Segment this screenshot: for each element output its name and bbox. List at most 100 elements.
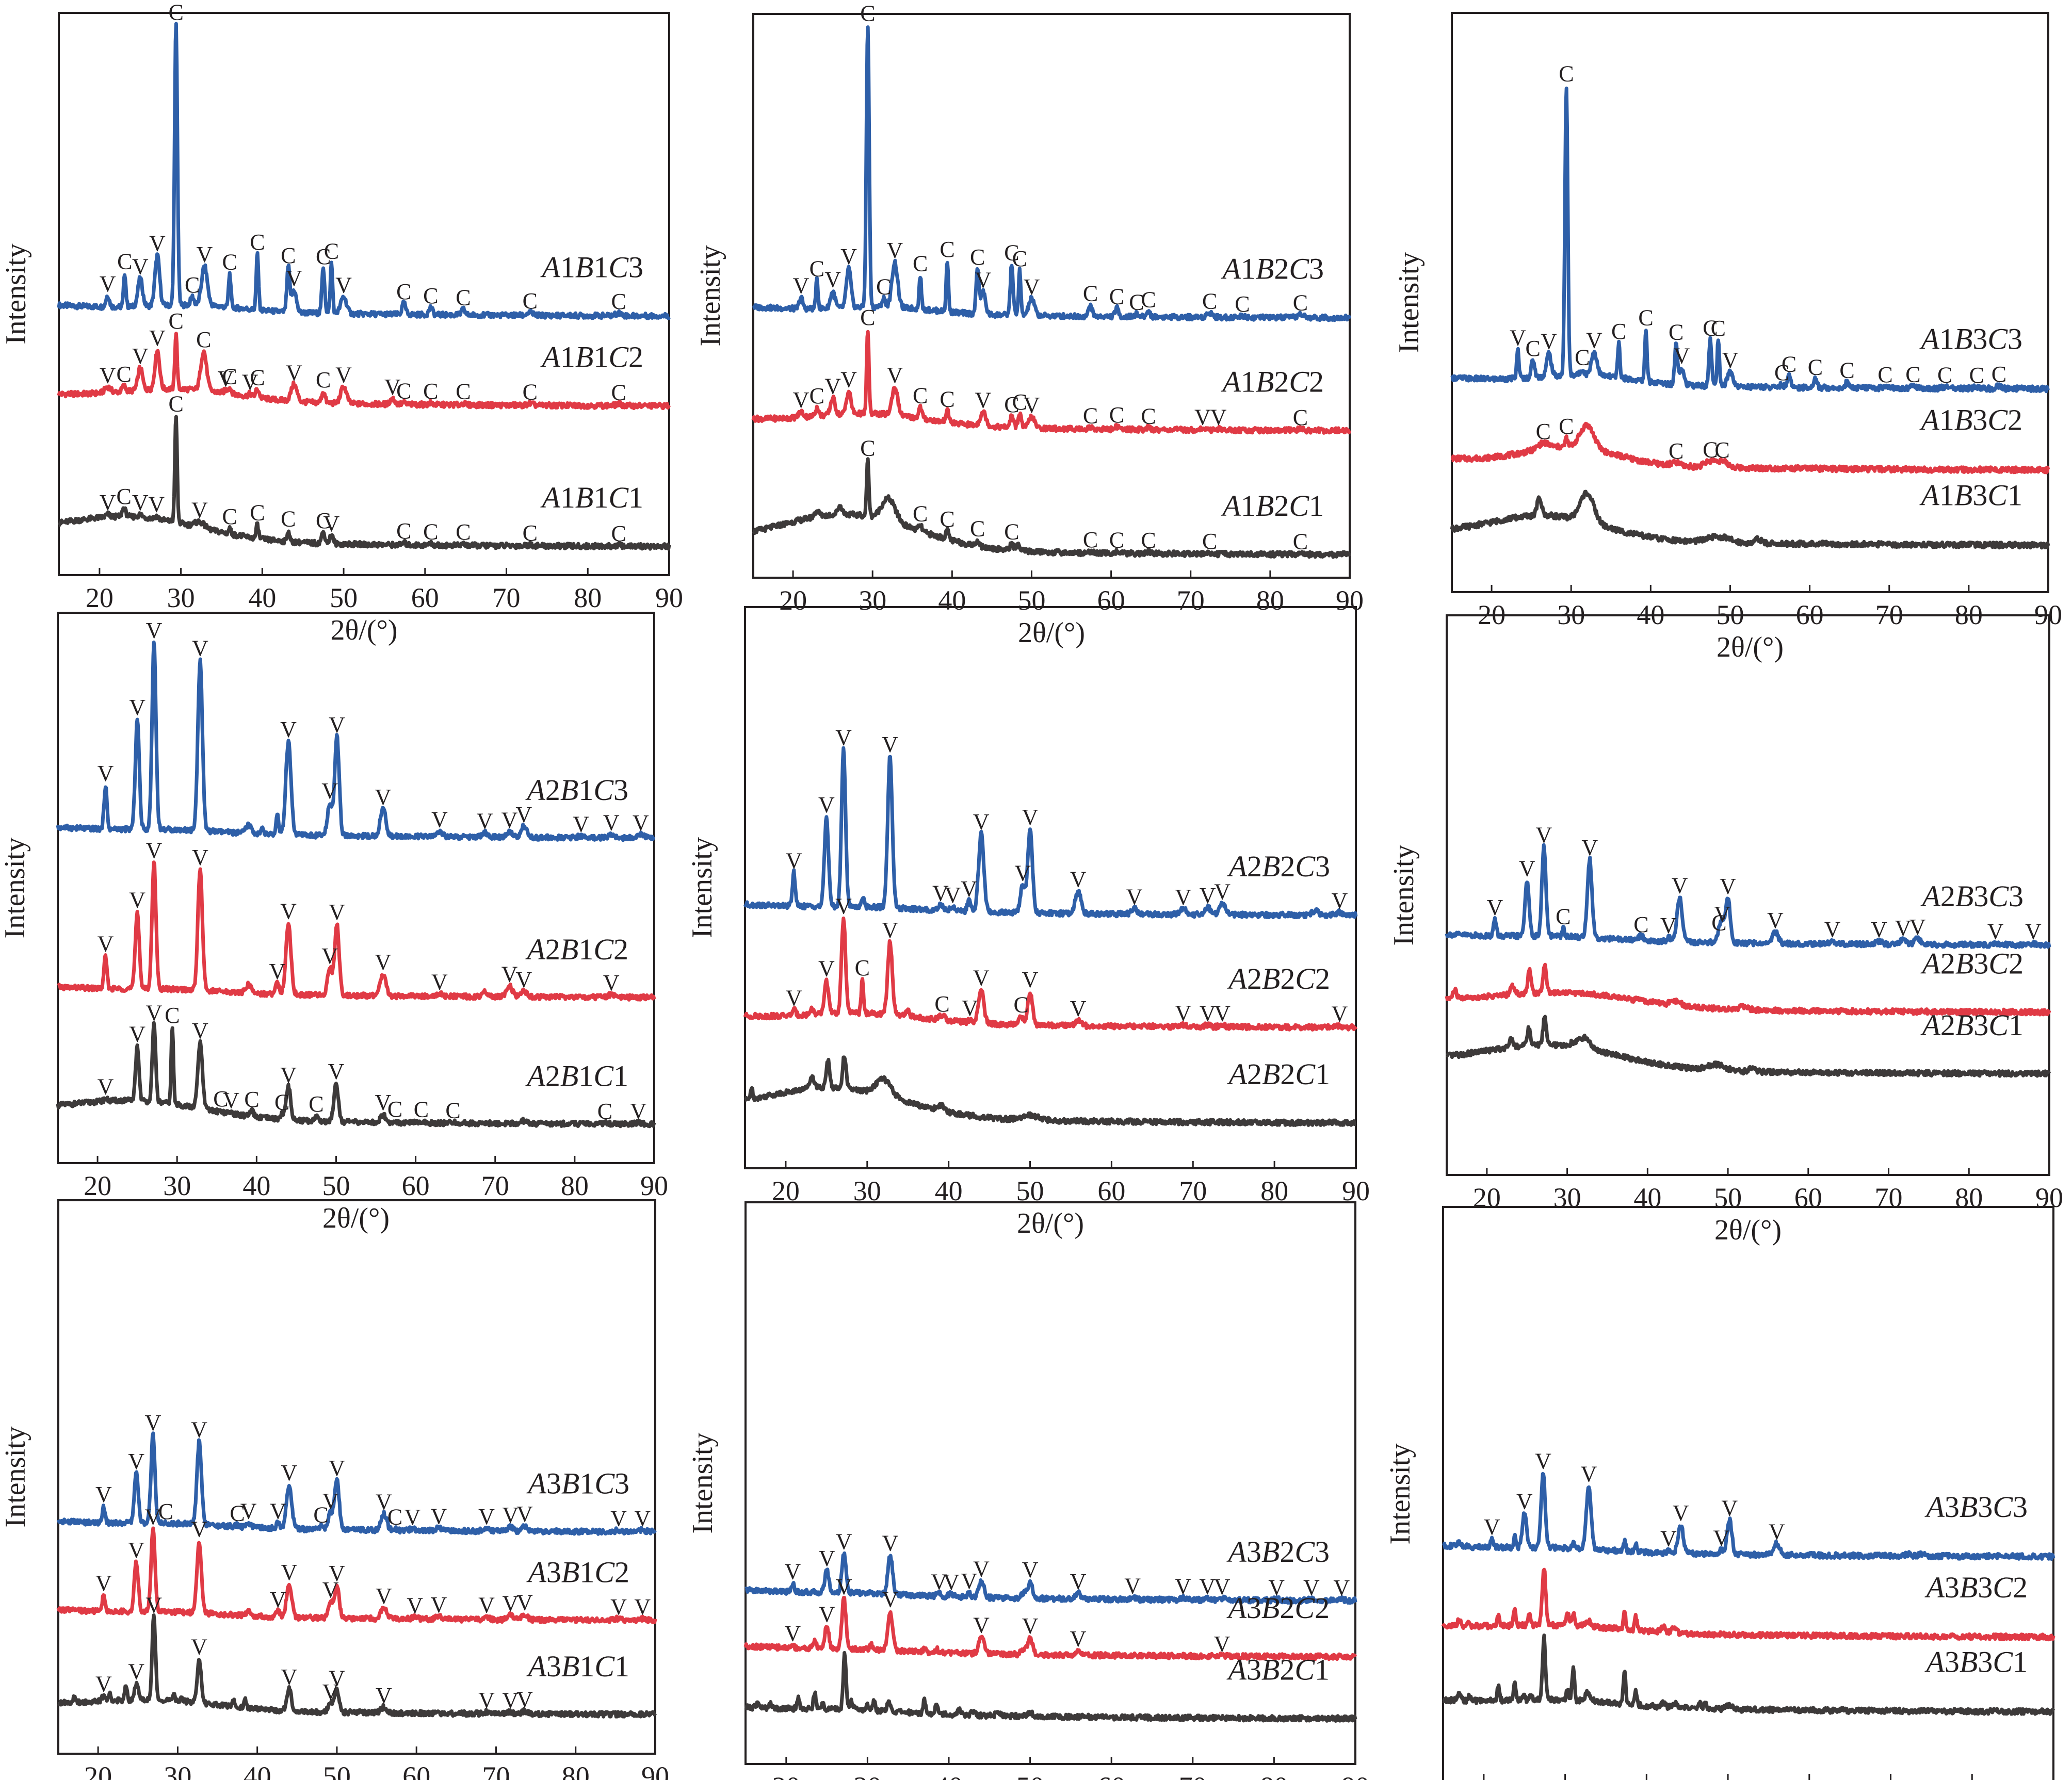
peak-label-vaterite: V [1022, 1613, 1039, 1639]
peak-label-calcite: C [281, 506, 296, 531]
series-name-label: A3B1C1 [526, 1650, 629, 1683]
peak-label-vaterite: V [129, 888, 145, 913]
x-tick-label: 20 [1473, 1182, 1501, 1213]
plot-frame [752, 13, 1351, 579]
series-name-label: A1B3C1 [1919, 479, 2022, 512]
series-A2B3C2: A2B3C2 [1445, 946, 2051, 1017]
peak-label-calcite: C [523, 288, 538, 314]
peak-label-vaterite: V [1487, 895, 1503, 920]
x-tick-label: 80 [574, 582, 602, 613]
series-line [57, 332, 671, 411]
peak-label-vaterite: V [1824, 917, 1841, 942]
series-name-label: A1B2C1 [1220, 489, 1324, 522]
plot-frame [1446, 614, 2050, 1176]
peak-label-vaterite: V [321, 778, 338, 804]
peak-label-calcite: C [1004, 392, 1019, 417]
peak-label-vaterite: V [286, 360, 302, 385]
x-tick-label: 60 [402, 1170, 430, 1201]
peak-label-vaterite: V [1895, 916, 1912, 941]
peak-label-vaterite: V [835, 725, 852, 750]
peak-label-calcite: C [523, 380, 538, 405]
plot-frame [1451, 12, 2049, 593]
x-tick-label: 30 [164, 1761, 191, 1780]
peak-label-vaterite: V [610, 1594, 627, 1620]
peak-label-vaterite: V [840, 367, 857, 393]
peak-label-vaterite: V [1535, 1449, 1551, 1474]
peak-label-calcite: C [934, 991, 949, 1017]
peak-label-vaterite: V [478, 1593, 495, 1618]
x-tick-label: 50 [1016, 1771, 1044, 1780]
y-axis-title: Intensity [694, 246, 726, 347]
series-line [1442, 1634, 2055, 1716]
peak-label-vaterite: V [1014, 860, 1031, 886]
x-axis-title: 2θ/(°) [1714, 1214, 1782, 1246]
series-line [1450, 489, 2050, 550]
peak-label-calcite: C [309, 1091, 323, 1117]
peak-label-calcite: C [117, 362, 132, 387]
peak-label-calcite: C [1559, 414, 1574, 439]
peak-label-calcite: C [274, 1090, 289, 1115]
peak-label-vaterite: V [431, 969, 448, 994]
series-line [57, 1613, 657, 1719]
peak-label-vaterite: V [634, 1594, 651, 1620]
peak-label-vaterite: V [886, 363, 903, 388]
series-name-label: A2B3C3 [1920, 879, 2024, 913]
peak-label-vaterite: V [329, 1666, 345, 1691]
y-axis-title: Intensity [1393, 252, 1425, 353]
series-A1B3C1: A1B3C1 [1450, 479, 2050, 550]
peak-label-vaterite: V [129, 695, 145, 720]
peak-label-calcite: C [913, 251, 928, 276]
peak-label-calcite: C [324, 239, 339, 264]
peak-label-vaterite: V [793, 387, 810, 413]
peak-label-vaterite: V [269, 959, 286, 984]
peak-label-calcite: C [1141, 404, 1156, 429]
peak-label-calcite: C [1083, 281, 1098, 306]
series-name-label: A1B3C2 [1919, 403, 2022, 437]
peak-label-vaterite: V [329, 1456, 345, 1481]
peak-label-vaterite: V [128, 1538, 144, 1563]
peak-label-vaterite: V [478, 1688, 495, 1713]
peak-label-vaterite: V [1194, 404, 1211, 430]
peak-label-vaterite: V [100, 271, 116, 297]
peak-label-calcite: C [396, 518, 411, 544]
x-tick-label: 90 [640, 1170, 668, 1201]
peak-label-vaterite: V [129, 1021, 145, 1047]
xrd-panel-A3B3: 20304050607080902θ/(°)IntensityVVVVVVVVV… [1384, 1206, 2055, 1780]
peak-label-vaterite: V [931, 1569, 947, 1594]
x-tick-label: 80 [562, 1761, 590, 1780]
peak-label-calcite: C [1714, 437, 1729, 463]
peak-label-vaterite: V [1484, 1514, 1500, 1540]
peak-label-vaterite: V [321, 943, 338, 969]
peak-label-calcite: C [250, 365, 265, 390]
peak-label-vaterite: V [793, 273, 810, 299]
peak-label-vaterite: V [431, 807, 448, 832]
series-line [752, 25, 1352, 322]
x-tick-label: 50 [322, 1170, 350, 1201]
series-line [56, 1526, 657, 1624]
x-tick-label: 60 [1097, 1771, 1125, 1780]
peak-label-vaterite: V [502, 1503, 519, 1528]
peak-label-vaterite: V [1214, 1574, 1231, 1599]
y-axis-title: Intensity [686, 837, 718, 938]
peak-label-vaterite: V [146, 1001, 163, 1026]
peak-label-vaterite: V [603, 970, 620, 995]
x-tick-label: 70 [481, 1170, 509, 1201]
peak-label-calcite: C [1293, 290, 1308, 315]
peak-label-calcite: C [810, 383, 824, 409]
y-axis-title: Intensity [1384, 1444, 1416, 1545]
peak-label-calcite: C [168, 0, 183, 25]
peak-label-calcite: C [1536, 419, 1551, 444]
peak-label-vaterite: V [516, 1590, 533, 1615]
peak-label-calcite: C [1083, 527, 1098, 552]
peak-label-vaterite: V [1200, 883, 1216, 908]
series-line [752, 457, 1351, 559]
peak-label-vaterite: V [2025, 919, 2042, 944]
peak-label-vaterite: V [100, 490, 116, 515]
peak-label-vaterite: V [818, 792, 835, 818]
y-axis-title: Intensity [0, 1427, 31, 1528]
peak-label-calcite: C [316, 244, 331, 269]
peak-label-vaterite: V [785, 1559, 801, 1585]
peak-label-vaterite: V [516, 1687, 533, 1712]
